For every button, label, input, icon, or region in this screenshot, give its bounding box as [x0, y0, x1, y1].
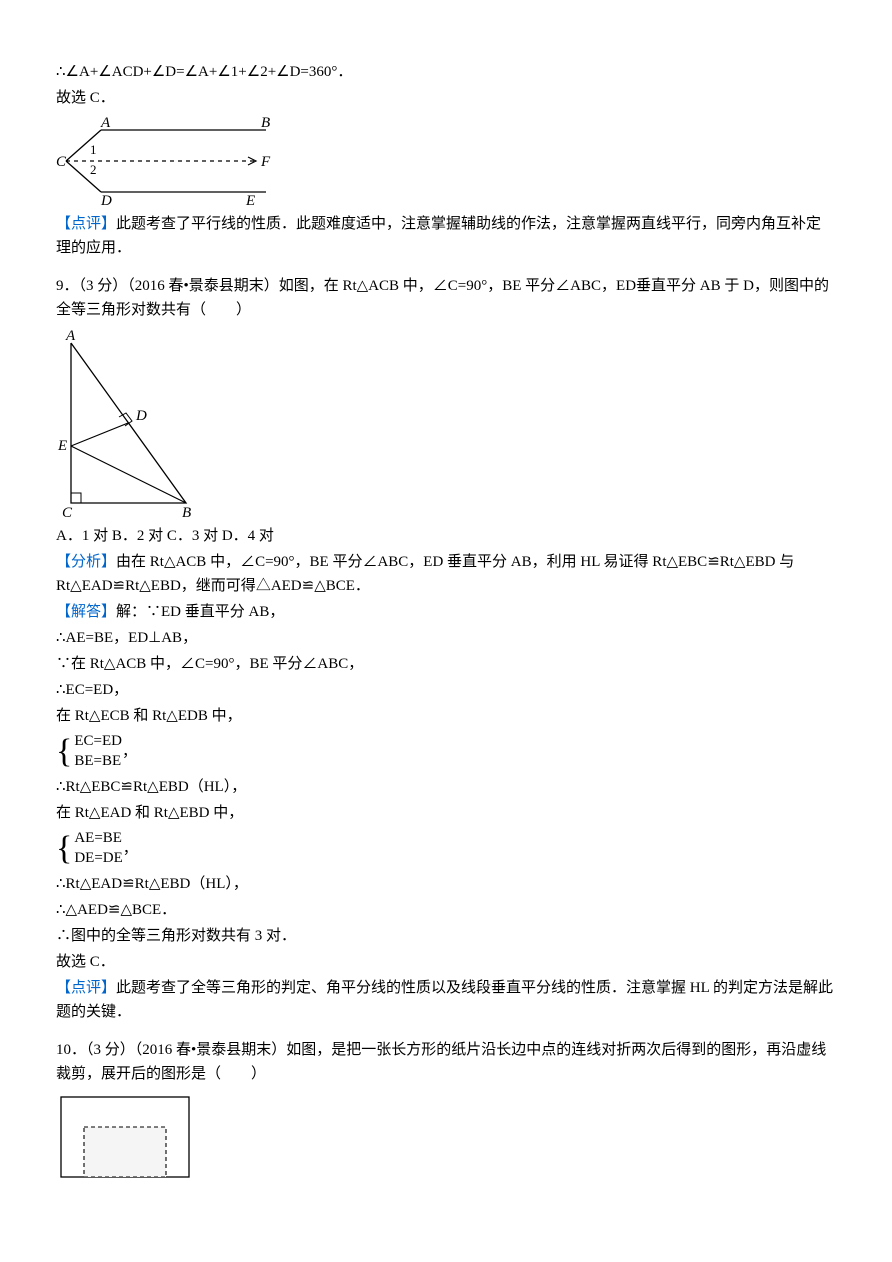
review-text: 此题考查了全等三角形的判定、角平分线的性质以及线段垂直平分线的性质．注意掌握 H…	[56, 980, 833, 1020]
q9-review: 【点评】此题考查了全等三角形的判定、角平分线的性质以及线段垂直平分线的性质．注意…	[56, 976, 836, 1024]
q9-solve-line: 【解答】解：∵ED 垂直平分 AB，	[56, 600, 836, 624]
page-body: ∴∠A+∠ACD+∠D=∠A+∠1+∠2+∠D=360°． 故选 C． A B …	[0, 0, 892, 1228]
q9-brace1: { EC=ED BE=BE ，	[56, 732, 836, 771]
q10-diagram	[56, 1092, 836, 1182]
angle-1: 1	[90, 142, 97, 157]
label-A: A	[65, 328, 76, 344]
label-A: A	[100, 116, 111, 131]
review-text: 此题考查了平行线的性质．此题难度适中，注意掌握辅助线的作法，注意掌握两直线平行，…	[56, 216, 821, 256]
q9-header: 9．（3 分）（2016 春•景泰县期末）如图，在 Rt△ACB 中，∠C=90…	[56, 274, 836, 322]
q8-diagram: A B C F D E 1 2	[56, 116, 836, 206]
label-C: C	[56, 154, 67, 170]
brace1-tail: ，	[122, 740, 137, 764]
q8-line2: 故选 C．	[56, 86, 836, 110]
q9-s8: ∴△AED≌△BCE．	[56, 898, 836, 922]
q9-s2: ∵在 Rt△ACB 中，∠C=90°，BE 平分∠ABC，	[56, 652, 836, 676]
q10-header: 10．（3 分）（2016 春•景泰县期末）如图，是把一张长方形的纸片沿长边中点…	[56, 1038, 836, 1086]
solve-start: 解：∵ED 垂直平分 AB，	[116, 604, 284, 620]
q9-analysis: 【分析】由在 Rt△ACB 中，∠C=90°，BE 平分∠ABC，ED 垂直平分…	[56, 550, 836, 598]
label-E: E	[245, 193, 255, 206]
q9-brace2: { AE=BE DE=DE ，	[56, 829, 836, 868]
solve-tag: 【解答】	[56, 604, 116, 620]
label-B: B	[261, 116, 270, 131]
q9-s7: ∴Rt△EAD≌Rt△EBD（HL），	[56, 872, 836, 896]
label-B: B	[182, 505, 191, 518]
q9-s3: ∴EC=ED，	[56, 678, 836, 702]
label-D: D	[135, 408, 147, 424]
review-tag: 【点评】	[56, 216, 116, 232]
q9-s10: 故选 C．	[56, 950, 836, 974]
analysis-text: 由在 Rt△ACB 中，∠C=90°，BE 平分∠ABC，ED 垂直平分 AB，…	[56, 554, 794, 594]
brace2-l2: DE=DE	[74, 850, 122, 866]
label-D: D	[100, 193, 112, 206]
q8-line1: ∴∠A+∠ACD+∠D=∠A+∠1+∠2+∠D=360°．	[56, 60, 836, 84]
q9-s1: ∴AE=BE，ED⊥AB，	[56, 626, 836, 650]
q9-s6: 在 Rt△EAD 和 Rt△EBD 中，	[56, 801, 836, 825]
brace2-l1: AE=BE	[74, 830, 122, 846]
angle-2: 2	[90, 162, 97, 177]
label-F: F	[260, 154, 271, 170]
q9-options: A．1 对 B．2 对 C．3 对 D．4 对	[56, 524, 836, 548]
label-C: C	[62, 505, 73, 518]
q9-s9: ∴图中的全等三角形对数共有 3 对．	[56, 924, 836, 948]
review-tag: 【点评】	[56, 980, 116, 996]
brace-icon: {	[56, 832, 72, 866]
brace-icon: {	[56, 735, 72, 769]
q8-review: 【点评】此题考查了平行线的性质．此题难度适中，注意掌握辅助线的作法，注意掌握两直…	[56, 212, 836, 260]
analysis-tag: 【分析】	[56, 554, 116, 570]
brace1-l2: BE=BE	[74, 753, 121, 769]
q9-s5: ∴Rt△EBC≌Rt△EBD（HL），	[56, 775, 836, 799]
q9-s4: 在 Rt△ECB 和 Rt△EDB 中，	[56, 704, 836, 728]
label-E: E	[57, 438, 67, 454]
q9-diagram: A D E C B	[56, 328, 836, 518]
brace1-l1: EC=ED	[74, 733, 122, 749]
brace2-tail: ，	[123, 837, 138, 861]
